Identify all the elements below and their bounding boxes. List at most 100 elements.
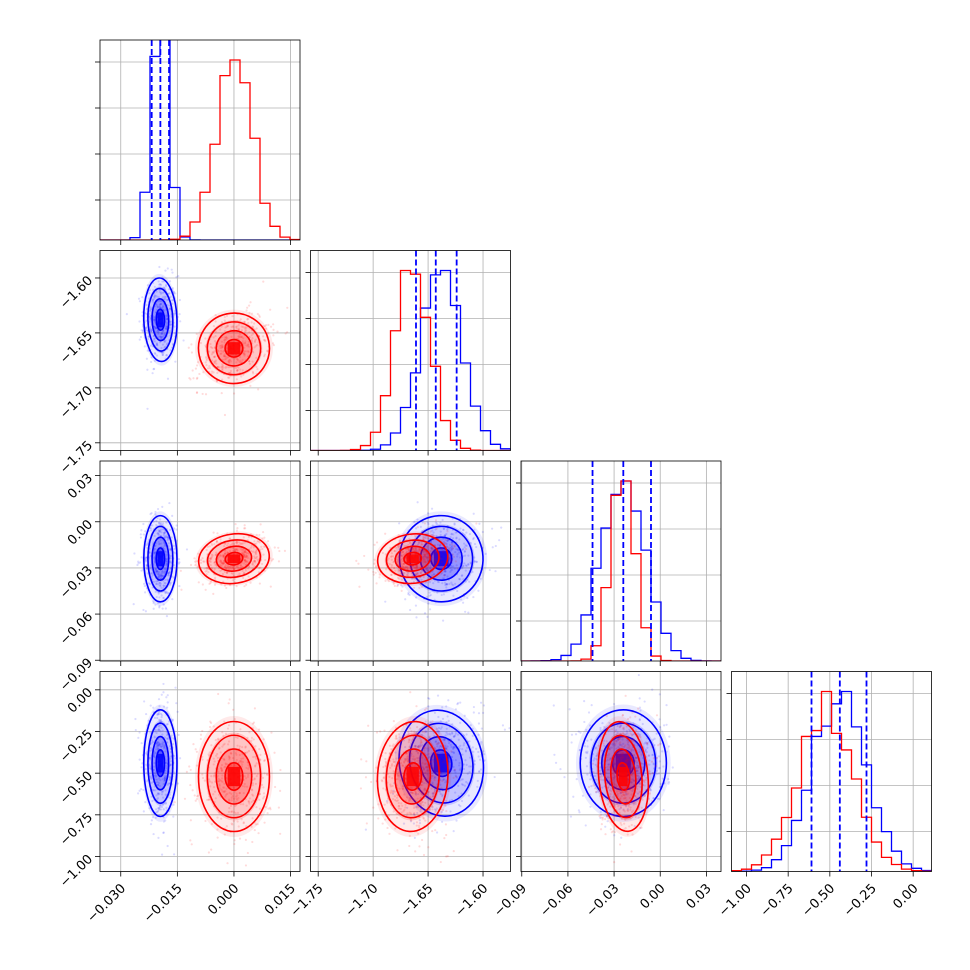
scatter-point bbox=[424, 536, 427, 539]
scatter-point bbox=[160, 570, 164, 573]
scatter-point bbox=[158, 744, 161, 747]
scatter-point bbox=[157, 836, 160, 839]
scatter-point bbox=[150, 571, 153, 575]
scatter-point bbox=[220, 352, 223, 355]
scatter-point bbox=[421, 730, 424, 734]
scatter-point bbox=[142, 522, 145, 526]
scatter-point bbox=[213, 542, 216, 546]
scatter-point bbox=[195, 391, 199, 394]
scatter-point bbox=[139, 335, 143, 339]
scatter-point bbox=[226, 356, 229, 359]
scatter-point bbox=[225, 325, 228, 328]
scatter-point bbox=[173, 312, 176, 315]
scatter-point bbox=[599, 728, 602, 732]
scatter-point bbox=[236, 549, 239, 552]
scatter-point bbox=[234, 735, 237, 739]
scatter-point bbox=[244, 838, 247, 841]
scatter-point bbox=[450, 731, 454, 734]
scatter-point bbox=[277, 560, 281, 563]
scatter-point bbox=[463, 562, 466, 565]
scatter-point bbox=[153, 556, 156, 559]
scatter-point bbox=[379, 730, 382, 733]
scatter-point bbox=[236, 820, 239, 823]
scatter-point bbox=[159, 573, 162, 576]
scatter-point bbox=[439, 720, 442, 723]
scatter-point bbox=[269, 808, 272, 811]
contour-red bbox=[215, 545, 253, 572]
scatter-point bbox=[452, 565, 455, 568]
scatter-point bbox=[212, 324, 215, 328]
scatter-point bbox=[231, 549, 235, 553]
scatter-point bbox=[172, 544, 175, 547]
scatter-point bbox=[163, 531, 166, 534]
scatter-point bbox=[141, 329, 145, 332]
panel-3-2 bbox=[516, 671, 722, 877]
scatter-point bbox=[384, 600, 387, 603]
scatter-point bbox=[441, 547, 444, 550]
scatter-point bbox=[465, 763, 468, 766]
scatter-point bbox=[387, 580, 390, 583]
scatter-point bbox=[146, 779, 149, 783]
scatter-point bbox=[439, 727, 442, 730]
scatter-point bbox=[588, 724, 592, 727]
scatter-point bbox=[232, 392, 236, 395]
scatter-point bbox=[241, 784, 244, 788]
scatter-point bbox=[420, 790, 424, 793]
scatter-point bbox=[388, 775, 391, 778]
scatter-point bbox=[169, 796, 172, 800]
scatter-point bbox=[441, 619, 445, 622]
scatter-point bbox=[163, 333, 166, 336]
scatter-point bbox=[170, 268, 173, 271]
scatter-point bbox=[154, 544, 157, 547]
scatter-point bbox=[392, 566, 396, 569]
scatter-point bbox=[241, 760, 245, 764]
scatter-point bbox=[392, 789, 395, 792]
scatter-point bbox=[421, 780, 424, 783]
scatter-point bbox=[430, 556, 434, 559]
scatter-point bbox=[396, 576, 400, 579]
scatter-point bbox=[161, 574, 164, 577]
scatter-point bbox=[164, 326, 167, 330]
scatter-point bbox=[390, 789, 393, 792]
scatter-point bbox=[221, 774, 224, 777]
scatter-point bbox=[252, 755, 255, 759]
panel-1-1 bbox=[305, 250, 511, 456]
scatter-point bbox=[437, 580, 440, 584]
scatter-point bbox=[209, 721, 213, 725]
scatter-point bbox=[667, 745, 671, 748]
scatter-point bbox=[401, 572, 404, 575]
scatter-point bbox=[426, 615, 429, 618]
scatter-point bbox=[465, 746, 469, 749]
scatter-point bbox=[632, 749, 635, 752]
scatter-point bbox=[427, 752, 430, 756]
scatter-point bbox=[177, 733, 180, 736]
scatter-point bbox=[431, 829, 434, 833]
scatter-point bbox=[503, 728, 506, 731]
scatter-point bbox=[445, 721, 448, 724]
scatter-point bbox=[404, 745, 407, 749]
scatter-point bbox=[162, 584, 166, 587]
scatter-point bbox=[482, 711, 485, 714]
scatter-point bbox=[163, 777, 166, 780]
scatter-point bbox=[394, 827, 397, 830]
scatter-point bbox=[396, 849, 399, 852]
scatter-point bbox=[240, 778, 243, 781]
scatter-point bbox=[190, 343, 193, 346]
scatter-point bbox=[225, 787, 228, 790]
scatter-point bbox=[426, 559, 430, 562]
scatter-point bbox=[453, 769, 456, 772]
scatter-point bbox=[601, 786, 604, 789]
scatter-point bbox=[217, 780, 220, 783]
scatter-point bbox=[221, 363, 224, 366]
scatter-point bbox=[233, 790, 237, 793]
scatter-point bbox=[221, 731, 224, 734]
scatter-point bbox=[160, 542, 163, 545]
scatter-point bbox=[159, 335, 162, 338]
scatter-point bbox=[160, 577, 163, 580]
scatter-point bbox=[266, 349, 269, 352]
density-peak-red bbox=[406, 766, 419, 787]
scatter-point bbox=[392, 770, 395, 773]
scatter-point bbox=[208, 751, 211, 754]
scatter-point bbox=[191, 369, 194, 372]
scatter-point bbox=[417, 832, 420, 835]
